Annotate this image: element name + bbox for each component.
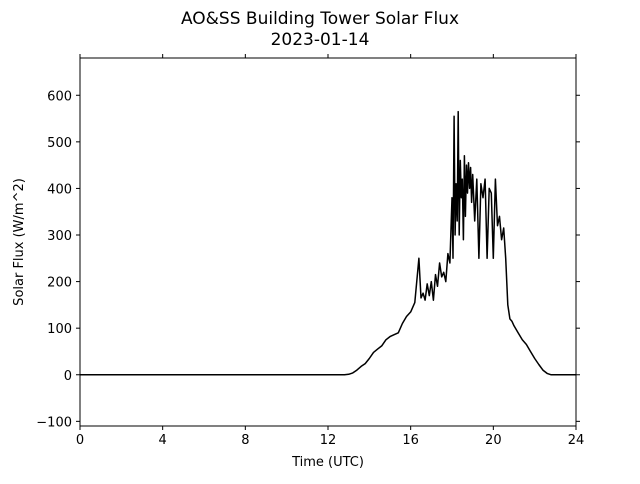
x-tick-label: 0 [76,433,84,448]
plot-area-frame [79,57,577,427]
y-tick-label: 200 [47,276,72,291]
x-tick-label: 4 [159,433,167,448]
y-tick-label: 400 [47,182,72,197]
x-tick-label: 12 [320,433,337,448]
x-tick-label: 8 [241,433,249,448]
x-tick-label: 24 [568,433,585,448]
x-tick-label: 16 [402,433,419,448]
y-tick-label: −100 [36,415,72,430]
y-tick-label: 100 [47,322,72,337]
chart-title: AO&SS Building Tower Solar Flux [181,9,459,29]
y-tick-label: 0 [64,369,72,384]
y-axis-label: Solar Flux (W/m^2) [12,178,27,306]
chart-subtitle: 2023-01-14 [271,30,370,50]
x-tick-label: 20 [485,433,502,448]
x-axis-label: Time (UTC) [291,455,364,470]
solar-flux-line [80,110,576,376]
y-tick-label: 300 [47,229,72,244]
axis-tick-labels: 0 4 8 12 16 20 24 −100 0 100 200 300 400 500 600 [36,89,584,448]
y-tick-label: 600 [47,89,72,104]
y-tick-label: 500 [47,136,72,151]
axis-ticks [76,54,580,430]
